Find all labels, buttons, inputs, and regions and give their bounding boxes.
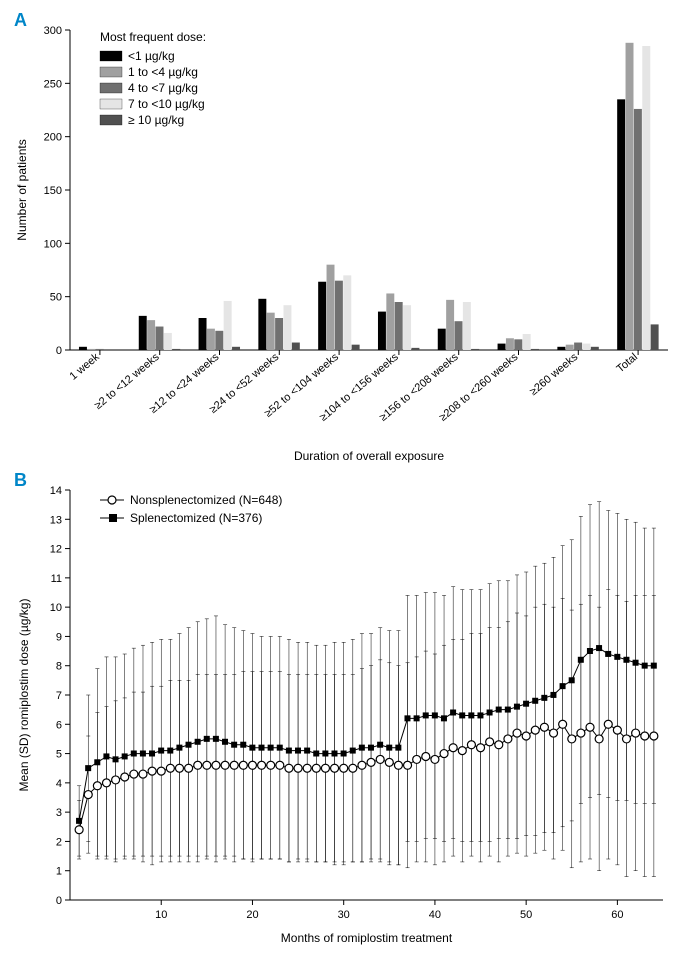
panel-b-label: B <box>14 470 27 491</box>
svg-text:10: 10 <box>155 909 167 921</box>
svg-text:0: 0 <box>56 345 62 357</box>
svg-text:6: 6 <box>56 719 62 731</box>
svg-text:4: 4 <box>56 778 62 790</box>
svg-text:4 to <7 µg/kg: 4 to <7 µg/kg <box>128 81 198 95</box>
svg-text:60: 60 <box>611 909 623 921</box>
svg-text:11: 11 <box>51 573 62 585</box>
svg-text:50: 50 <box>50 292 62 304</box>
svg-text:13: 13 <box>50 514 62 526</box>
svg-text:7 to <10 µg/kg: 7 to <10 µg/kg <box>128 97 205 111</box>
svg-text:20: 20 <box>246 909 258 921</box>
svg-text:9: 9 <box>56 631 62 643</box>
panel-a: A 0 50 100 150 200 250 300 Number of patients 1 … <box>10 10 678 470</box>
svg-text:30: 30 <box>338 909 350 921</box>
svg-text:5: 5 <box>56 749 62 761</box>
panel-b: B 01234567891011121314102030405060Months… <box>10 470 678 950</box>
svg-text:1 to <4 µg/kg: 1 to <4 µg/kg <box>128 65 198 79</box>
svg-text:Nonsplenectomized (N=648): Nonsplenectomized (N=648) <box>130 493 282 507</box>
svg-text:Mean (SD) romiplostim dose (µg: Mean (SD) romiplostim dose (µg/kg) <box>17 599 31 792</box>
svg-text:0: 0 <box>56 895 62 907</box>
svg-text:Splenectomized (N=376): Splenectomized (N=376) <box>130 511 262 525</box>
svg-text:2: 2 <box>56 836 62 848</box>
svg-text:Most frequent dose:: Most frequent dose: <box>100 30 206 44</box>
svg-text:Duration of overall exposure: Duration of overall exposure <box>294 449 444 463</box>
svg-text:10: 10 <box>50 602 62 614</box>
svg-text:200: 200 <box>44 132 62 144</box>
svg-text:100: 100 <box>44 238 62 250</box>
svg-text:<1 µg/kg: <1 µg/kg <box>128 49 175 63</box>
svg-text:1: 1 <box>56 866 62 878</box>
svg-text:Total: Total <box>615 351 641 375</box>
svg-text:14: 14 <box>50 485 62 497</box>
svg-text:40: 40 <box>429 909 441 921</box>
svg-text:Number of patients: Number of patients <box>15 139 29 240</box>
svg-text:50: 50 <box>520 909 532 921</box>
bar-chart: 0 50 100 150 200 250 300 Number of patients 1 we… <box>10 10 678 470</box>
svg-text:150: 150 <box>44 185 62 197</box>
svg-text:Months of romiplostim treatmen: Months of romiplostim treatment <box>281 931 453 945</box>
svg-text:≥260 weeks: ≥260 weeks <box>528 351 581 398</box>
svg-text:≥ 10 µg/kg: ≥ 10 µg/kg <box>128 113 184 127</box>
svg-text:250: 250 <box>44 78 62 90</box>
svg-text:7: 7 <box>56 690 62 702</box>
svg-text:8: 8 <box>56 661 62 673</box>
panel-a-label: A <box>14 10 27 31</box>
svg-text:3: 3 <box>56 807 62 819</box>
line-chart: 01234567891011121314102030405060Months o… <box>10 470 678 950</box>
svg-text:12: 12 <box>50 544 62 556</box>
svg-text:1 week: 1 week <box>67 351 102 383</box>
svg-text:300: 300 <box>44 25 62 37</box>
